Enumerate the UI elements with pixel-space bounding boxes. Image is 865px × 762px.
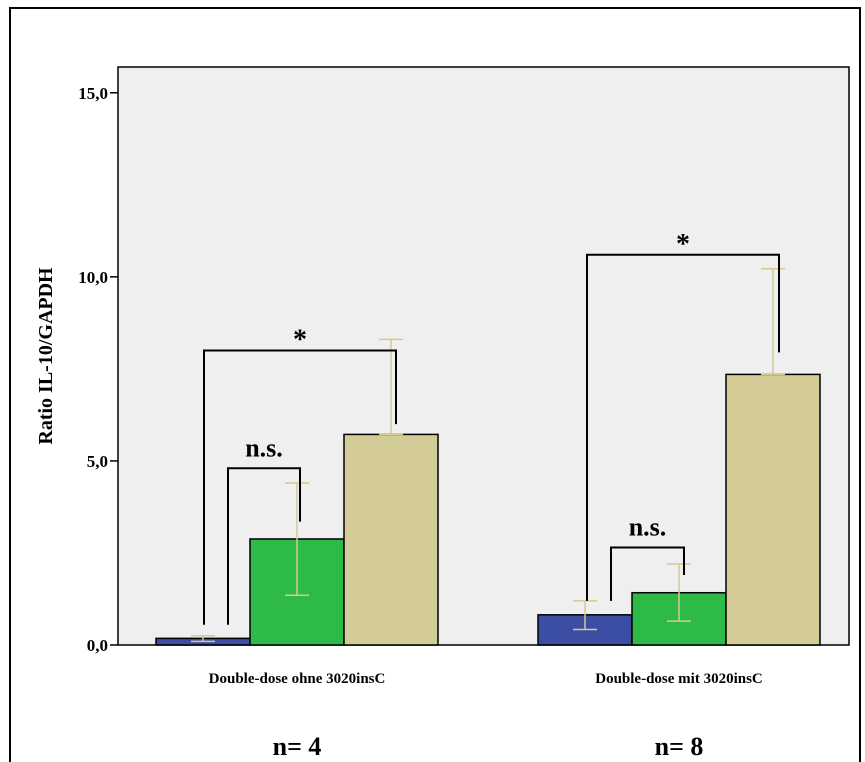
error-bar-0-2 xyxy=(379,338,403,436)
error-bar-1-1 xyxy=(667,563,691,622)
bracket-line xyxy=(203,349,397,625)
significance-label-2: * xyxy=(676,229,690,260)
significance-bracket-3: n.s. xyxy=(610,512,685,601)
x-axis-labels: Double-dose ohne 3020insC n= 4 Double-dose… xyxy=(209,671,763,761)
bar-1-2 xyxy=(725,373,821,646)
y-axis: 0,0 5,0 10,0 15,0 xyxy=(78,84,118,655)
significance-bracket-2: * xyxy=(586,229,780,601)
x-category-label-0: Double-dose ohne 3020insC xyxy=(209,671,386,687)
y-tick-label-0: 0,0 xyxy=(87,636,108,655)
significance-bracket-1: n.s. xyxy=(227,433,301,625)
error-bar-1-2 xyxy=(761,267,785,376)
error-bar-1-0 xyxy=(573,600,597,631)
significance-label-0: * xyxy=(293,324,307,355)
y-axis-title: Ratio IL-10/GAPDH xyxy=(35,267,57,445)
y-tick-label-3: 15,0 xyxy=(78,84,108,103)
y-tick-label-1: 5,0 xyxy=(87,452,108,471)
bracket-line xyxy=(610,546,685,601)
significance-label-3: n.s. xyxy=(629,512,667,541)
bar-0-2 xyxy=(343,433,439,646)
sample-size-label-1: n= 8 xyxy=(655,732,704,761)
significance-layer: * n.s. * n.s. xyxy=(203,229,780,625)
error-bars-layer xyxy=(191,267,785,643)
error-bar-0-1 xyxy=(285,482,309,597)
x-category-label-1: Double-dose mit 3020insC xyxy=(595,671,763,687)
error-bar-0-0 xyxy=(191,635,215,643)
bracket-line xyxy=(586,253,780,601)
significance-label-1: n.s. xyxy=(245,433,283,462)
significance-bracket-0: * xyxy=(203,324,397,625)
sample-size-label-0: n= 4 xyxy=(273,732,322,761)
bracket-line xyxy=(227,467,301,625)
y-tick-label-2: 10,0 xyxy=(78,268,108,287)
